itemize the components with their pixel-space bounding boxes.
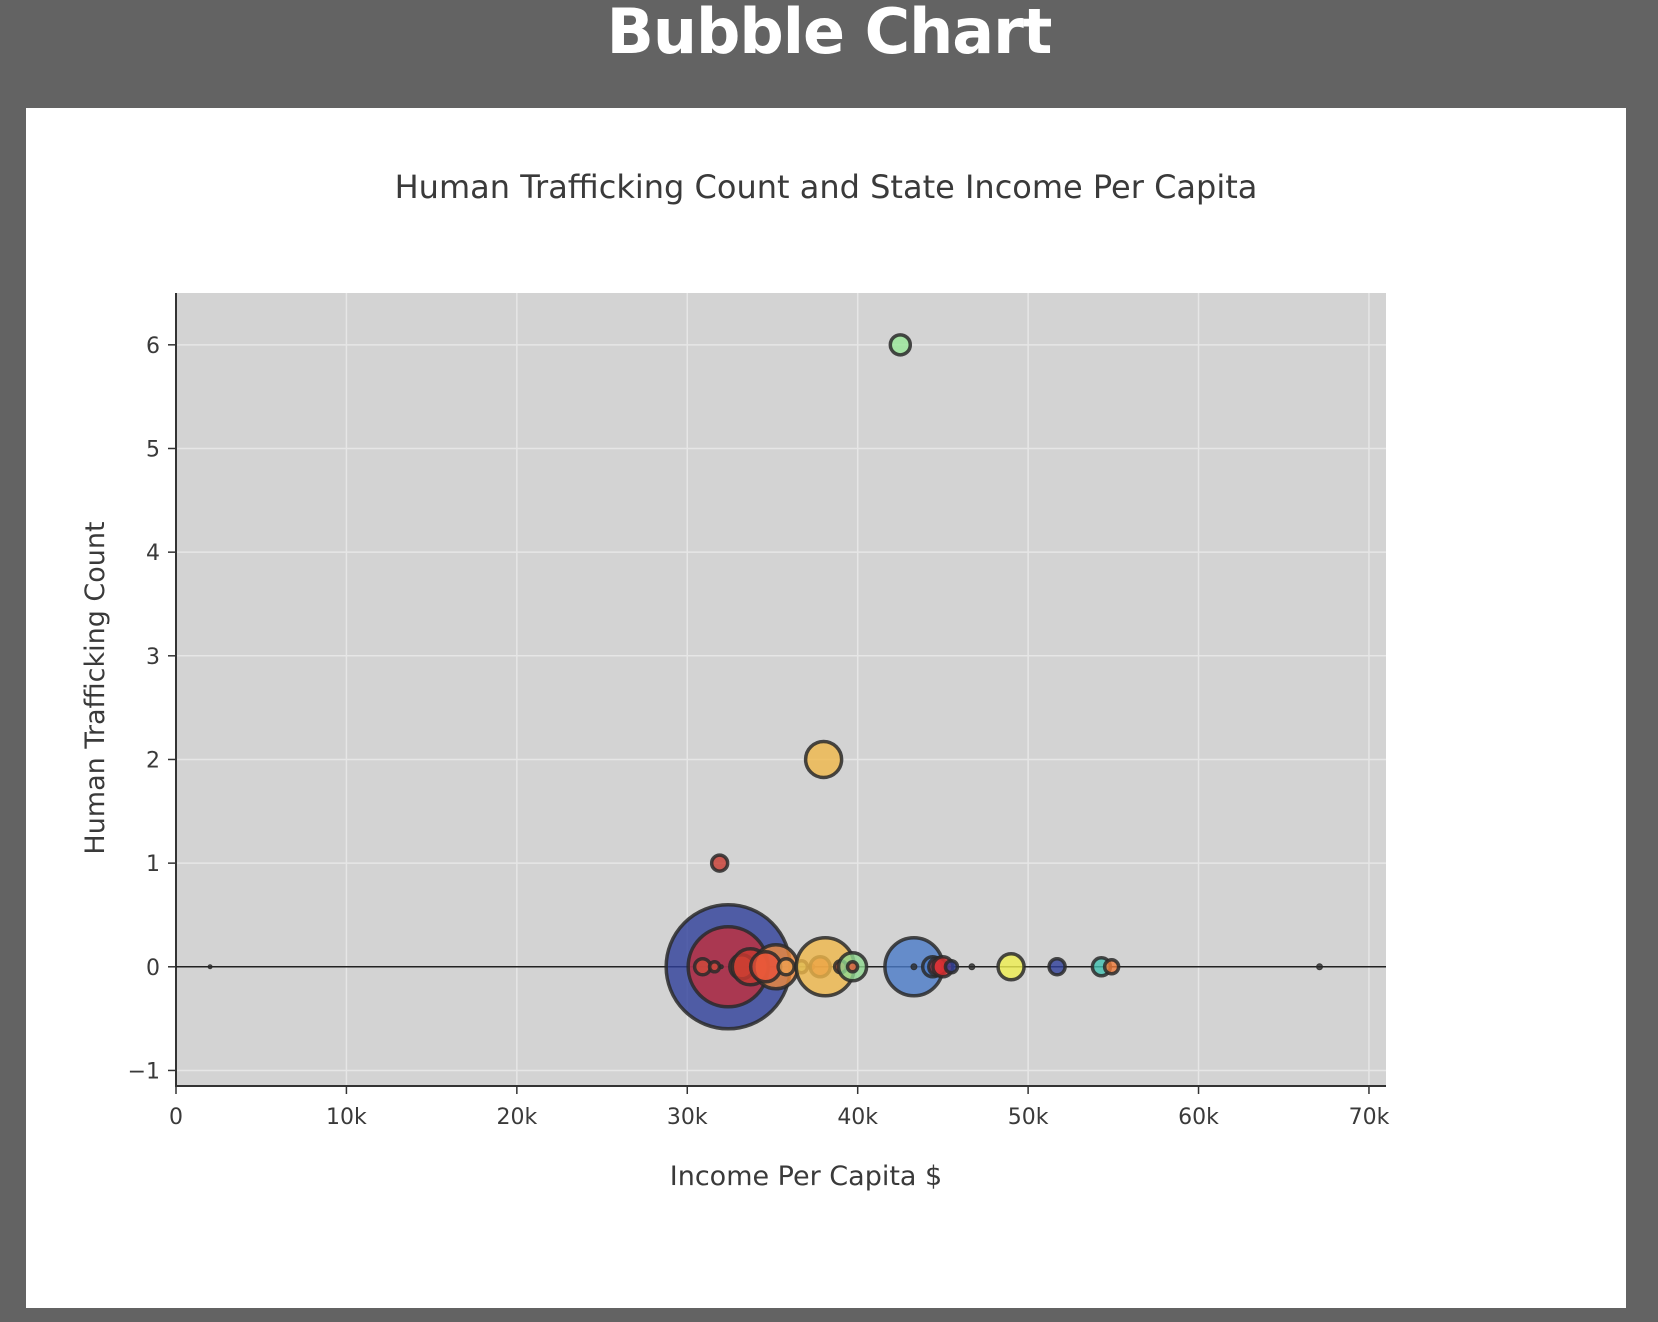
y-tick-label: −1 <box>128 1059 160 1084</box>
x-axis-title: Income Per Capita $ <box>670 1161 942 1192</box>
x-tick-label: 40k <box>837 1105 878 1130</box>
x-tick-label: 60k <box>1178 1105 1219 1130</box>
grid-lines <box>176 293 1386 1086</box>
x-tick-label: 10k <box>326 1105 367 1130</box>
bubble-point[interactable] <box>1316 963 1324 971</box>
x-tick-label: 20k <box>496 1105 537 1130</box>
bubble-point[interactable] <box>709 853 730 873</box>
tick-labels: 0 10k 20k 30k 40k 50k 60k 70k −1 0 1 2 3 4 5 6 <box>128 334 1390 1130</box>
y-tick-label: 2 <box>146 748 160 773</box>
bubble-point[interactable] <box>888 333 913 357</box>
bubble-chart: Human Trafficking Count and State Income… <box>80 168 1390 1192</box>
y-tick-label: 6 <box>146 334 160 359</box>
page-header: Bubble Chart <box>0 0 1658 108</box>
page-heading: Bubble Chart <box>606 0 1053 68</box>
bubble-point[interactable] <box>748 950 783 984</box>
y-axis-title: Human Trafficking Count <box>80 521 111 854</box>
y-tick-label: 4 <box>146 541 160 566</box>
y-tick-label: 5 <box>146 437 160 462</box>
bubble-point[interactable] <box>207 964 213 970</box>
x-tick-label: 0 <box>169 1105 183 1130</box>
bubble-point[interactable] <box>707 960 722 974</box>
bubble-point[interactable] <box>1102 958 1121 976</box>
bubble-point[interactable] <box>845 960 860 974</box>
y-tick-label: 1 <box>146 852 160 877</box>
bubble-point[interactable] <box>1047 957 1067 977</box>
bubbles <box>207 333 1324 1031</box>
bubble-point[interactable] <box>968 963 976 971</box>
y-tick-label: 3 <box>146 645 160 670</box>
chart-title: Human Trafficking Count and State Income… <box>395 168 1258 206</box>
bubble-point[interactable] <box>910 963 918 971</box>
bubble-point[interactable] <box>996 952 1026 982</box>
x-tick-label: 50k <box>1008 1105 1049 1130</box>
y-tick-label: 0 <box>146 956 160 981</box>
chart-card: Human Trafficking Count and State Income… <box>26 108 1626 1308</box>
x-tick-label: 70k <box>1349 1105 1390 1130</box>
bubble-point[interactable] <box>943 959 960 975</box>
bubble-point[interactable] <box>803 739 844 780</box>
bubble-point[interactable] <box>718 964 724 970</box>
bubble-point[interactable] <box>776 957 796 977</box>
x-tick-label: 30k <box>667 1105 708 1130</box>
